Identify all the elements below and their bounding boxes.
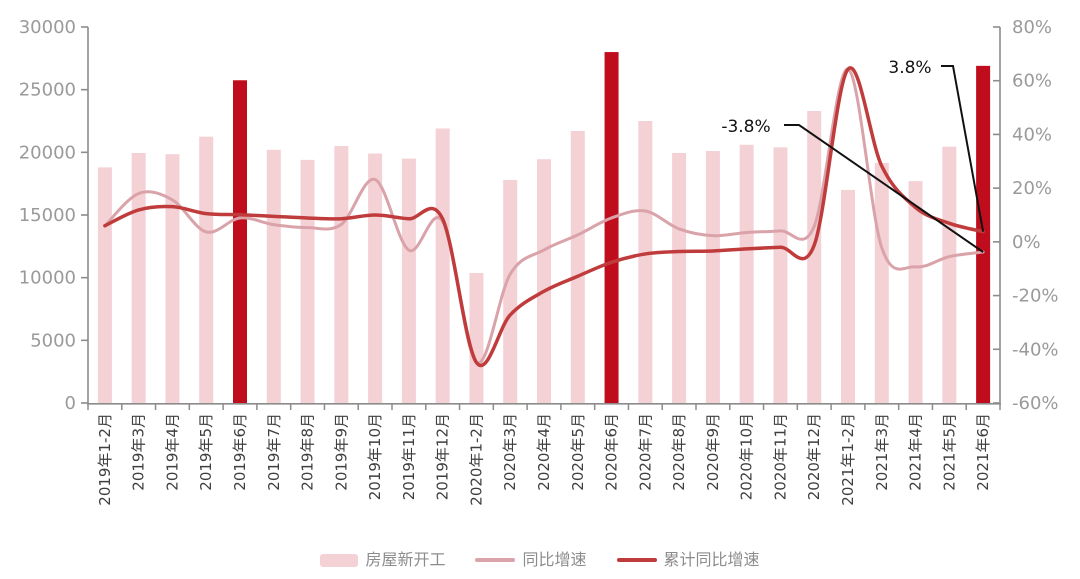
x-axis-category-label: 2020年8月 [670, 413, 688, 491]
left-axis-tick-label: 20000 [19, 142, 76, 163]
x-axis-category-label: 2019年3月 [130, 413, 148, 491]
legend-item-yoy: 同比增速 [475, 549, 587, 571]
x-axis-category-label: 2020年4月 [535, 413, 553, 491]
bar [705, 151, 720, 403]
x-axis-category-label: 2019年10月 [366, 413, 384, 500]
right-axis-tick-label: 80% [1012, 17, 1052, 38]
annotation-leader-line [941, 65, 985, 232]
legend-item-cum-yoy: 累计同比增速 [616, 549, 760, 571]
left-axis-tick-label: 25000 [19, 80, 76, 101]
x-axis-category-label: 2021年3月 [873, 413, 891, 491]
x-axis-category-label: 2020年6月 [603, 413, 621, 491]
legend-label-new-starts: 房屋新开工 [365, 550, 446, 569]
bar [266, 149, 281, 403]
bar [435, 128, 450, 403]
x-axis-category-label: 2020年9月 [704, 413, 722, 491]
left-axis-tick-label: 10000 [19, 268, 76, 289]
bar [672, 152, 687, 403]
bar [165, 154, 180, 403]
x-axis-category-label: 2021年6月 [974, 413, 992, 491]
annotation-leader-line [784, 124, 984, 253]
line-swatch-icon [616, 558, 657, 562]
right-axis-tick-label: 0% [1012, 232, 1041, 253]
x-axis-category-label: 2020年7月 [636, 413, 654, 491]
bar [874, 162, 889, 403]
x-axis-category-label: 2021年4月 [907, 413, 925, 491]
bar [131, 152, 146, 403]
x-axis-category-label: 2019年5月 [197, 413, 215, 491]
bar [807, 110, 822, 404]
bar [841, 189, 855, 403]
bar [638, 121, 653, 403]
bar [199, 136, 214, 403]
bar [537, 159, 551, 403]
right-axis-tick-label: -20% [1012, 286, 1059, 307]
x-axis-category-label: 2020年3月 [501, 413, 519, 491]
legend-label-cum-yoy: 累计同比增速 [663, 550, 760, 569]
right-axis-tick-label: -60% [1012, 393, 1059, 414]
x-axis-category-label: 2020年10月 [738, 413, 756, 500]
bar-highlight [233, 80, 247, 404]
x-axis-category-label: 2020年5月 [569, 413, 587, 491]
bar [368, 153, 383, 403]
right-axis-tick-label: 60% [1012, 71, 1052, 92]
bar [942, 146, 957, 403]
x-axis-category-label: 2019年6月 [231, 413, 249, 491]
x-axis-category-label: 2021年1-2月 [839, 413, 857, 506]
left-axis-tick-label: 30000 [19, 17, 76, 38]
bar [469, 273, 484, 403]
bar-swatch-icon [320, 553, 359, 567]
x-axis-category-label: 2019年9月 [332, 413, 350, 491]
x-axis-category-label: 2019年4月 [163, 413, 181, 491]
bar [334, 146, 349, 404]
x-axis-category-label: 2019年1-2月 [96, 413, 114, 506]
bar [401, 158, 416, 403]
bar [97, 167, 112, 403]
bar [570, 131, 585, 403]
left-axis-tick-label: 5000 [30, 330, 76, 351]
bar [739, 144, 754, 403]
annotation-label: 3.8% [888, 58, 931, 78]
right-axis-tick-label: -40% [1012, 339, 1059, 360]
legend-item-new-starts: 房屋新开工 [320, 549, 445, 571]
x-axis-category-label: 2021年5月 [940, 413, 958, 491]
bar [773, 147, 788, 403]
x-axis-category-label: 2020年1-2月 [467, 413, 485, 506]
bar [503, 179, 518, 403]
x-axis-category-label: 2019年7月 [265, 413, 283, 491]
cum-yoy-line [103, 66, 985, 368]
line-swatch-icon [475, 558, 516, 562]
legend-label-yoy: 同比增速 [522, 550, 587, 569]
x-axis-category-label: 2019年11月 [400, 413, 418, 500]
annotation-label: -3.8% [721, 117, 770, 137]
x-axis-category-label: 2019年12月 [434, 413, 452, 500]
right-axis-tick-label: 40% [1012, 124, 1052, 145]
left-axis-tick-label: 15000 [19, 205, 76, 226]
right-axis-tick-label: 20% [1012, 178, 1052, 199]
x-axis-category-label: 2020年11月 [771, 413, 789, 500]
left-axis-tick-label: 0 [65, 393, 76, 414]
bar [300, 159, 315, 403]
bar-highlight [604, 52, 619, 404]
x-axis-category-label: 2020年12月 [805, 413, 823, 500]
bar [908, 181, 923, 403]
x-axis-category-label: 2019年8月 [299, 413, 317, 491]
chart-legend: 房屋新开工 同比增速 累计同比增速 [0, 549, 1080, 571]
bar-highlight [976, 65, 991, 403]
